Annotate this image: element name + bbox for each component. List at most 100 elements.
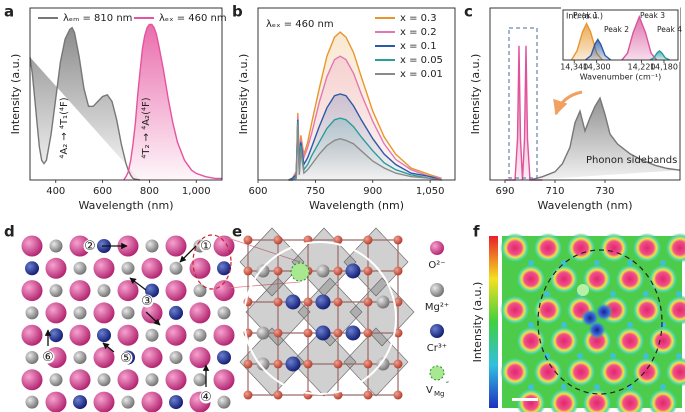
atom xyxy=(73,395,87,410)
o-atom xyxy=(243,359,253,369)
atom xyxy=(49,328,63,343)
series-line xyxy=(649,50,670,61)
mg-o-atom xyxy=(165,235,187,257)
atom xyxy=(121,306,135,320)
intensity-spot xyxy=(599,357,629,387)
x-tick-label: 900 xyxy=(363,186,382,197)
plot-frame xyxy=(257,7,456,181)
x-tick-label: 800 xyxy=(140,186,159,197)
x-tick-label: 14,220 xyxy=(628,63,656,72)
mg-o-atom xyxy=(189,257,211,279)
series-line xyxy=(529,96,681,181)
o-atom xyxy=(273,266,283,276)
mg-o-atom xyxy=(189,302,211,324)
mg-o-atom xyxy=(165,280,187,302)
o-atom xyxy=(363,328,373,338)
atom xyxy=(145,328,159,342)
atom xyxy=(145,239,159,253)
o-atom xyxy=(333,297,343,307)
cr-atom xyxy=(315,294,331,310)
site-bg xyxy=(119,351,133,365)
intensity-spot xyxy=(516,264,546,294)
legend-label: x = 0.1 xyxy=(400,41,437,52)
annotation: ⁴T₂ → ⁴A₂(⁴F) xyxy=(141,97,152,158)
x-tick-label: 730 xyxy=(595,186,614,197)
site-label: ① xyxy=(200,239,212,254)
intensity-spot xyxy=(516,326,546,356)
legend-label: Cr³⁺ xyxy=(427,343,447,354)
legend-sub: Mg xyxy=(434,390,444,398)
o-atom xyxy=(243,235,253,245)
x-tick-label: 14,300 xyxy=(583,63,611,72)
intensity-spot xyxy=(615,326,645,356)
intensity-spot xyxy=(566,233,596,263)
legend-label: x = 0.05 xyxy=(400,55,443,66)
atom xyxy=(49,284,63,298)
o-atom xyxy=(393,390,403,400)
series-line xyxy=(123,23,222,181)
atom xyxy=(193,328,207,342)
intensity-spot xyxy=(500,233,530,263)
o-atom xyxy=(303,328,313,338)
mg-o-atom xyxy=(141,302,163,324)
o-atom xyxy=(273,359,283,369)
atom xyxy=(217,350,231,365)
highlight-circle xyxy=(243,241,397,395)
site-bg xyxy=(41,350,55,364)
legend-o xyxy=(430,241,444,255)
intensity-spot xyxy=(500,357,530,387)
mg-o-atom xyxy=(165,324,187,346)
atom xyxy=(49,373,63,387)
o-atom xyxy=(363,390,373,400)
o-atom xyxy=(393,235,403,245)
atom xyxy=(217,306,231,320)
mg-o-atom xyxy=(69,324,91,346)
o-atom xyxy=(273,297,283,307)
legend-sup: ″ xyxy=(446,381,449,390)
legend-cr xyxy=(430,324,444,338)
atom xyxy=(25,351,39,364)
intensity-spot xyxy=(549,326,579,356)
y-axis-label: Intensity (a.u.) xyxy=(9,54,22,135)
mg-o-atom xyxy=(141,391,163,412)
atom xyxy=(217,261,231,276)
o-atom xyxy=(243,390,253,400)
site-label: ② xyxy=(84,239,96,254)
mg-atom xyxy=(256,326,270,340)
legend-label: x = 0.01 xyxy=(400,69,443,80)
o-atom xyxy=(363,235,373,245)
o-atom xyxy=(393,266,403,276)
intensity-spot xyxy=(549,388,579,412)
mg-o-atom xyxy=(69,369,91,391)
atom xyxy=(97,328,111,343)
panel-letter: b xyxy=(232,3,243,21)
annotation: Peak 1 xyxy=(573,11,598,20)
x-axis-label: Wavelength (nm) xyxy=(537,199,632,212)
atom xyxy=(97,373,111,387)
annotation: Peak 4 xyxy=(657,25,682,34)
x-tick-label: 690 xyxy=(495,186,514,197)
intensity-spot xyxy=(533,233,563,263)
hop-arrow xyxy=(102,342,115,353)
o-atom xyxy=(273,328,283,338)
atom xyxy=(73,261,87,275)
o-atom xyxy=(243,266,253,276)
atom xyxy=(49,239,63,253)
site-label: ⑤ xyxy=(120,351,132,366)
site-bg xyxy=(83,239,97,253)
zoom-line xyxy=(227,281,301,289)
x-axis-label: Wavenumber (cm⁻¹) xyxy=(580,73,662,82)
o-atom xyxy=(393,359,403,369)
colorbar-label: Intensity (a.u.) xyxy=(471,282,484,363)
intensity-spot xyxy=(632,357,662,387)
x-tick-label: 14,340 xyxy=(560,63,588,72)
annotation: Phonon sidebands xyxy=(586,155,677,166)
atom xyxy=(145,283,159,298)
mg-o-atom xyxy=(21,280,43,302)
mg-o-atom xyxy=(93,302,115,324)
y-axis-label: Intensity (a.u.) xyxy=(469,54,482,135)
mg-o-atom xyxy=(21,324,43,346)
mg-o-atom xyxy=(213,324,235,346)
atom xyxy=(145,373,159,387)
mg-o-atom xyxy=(141,347,163,368)
